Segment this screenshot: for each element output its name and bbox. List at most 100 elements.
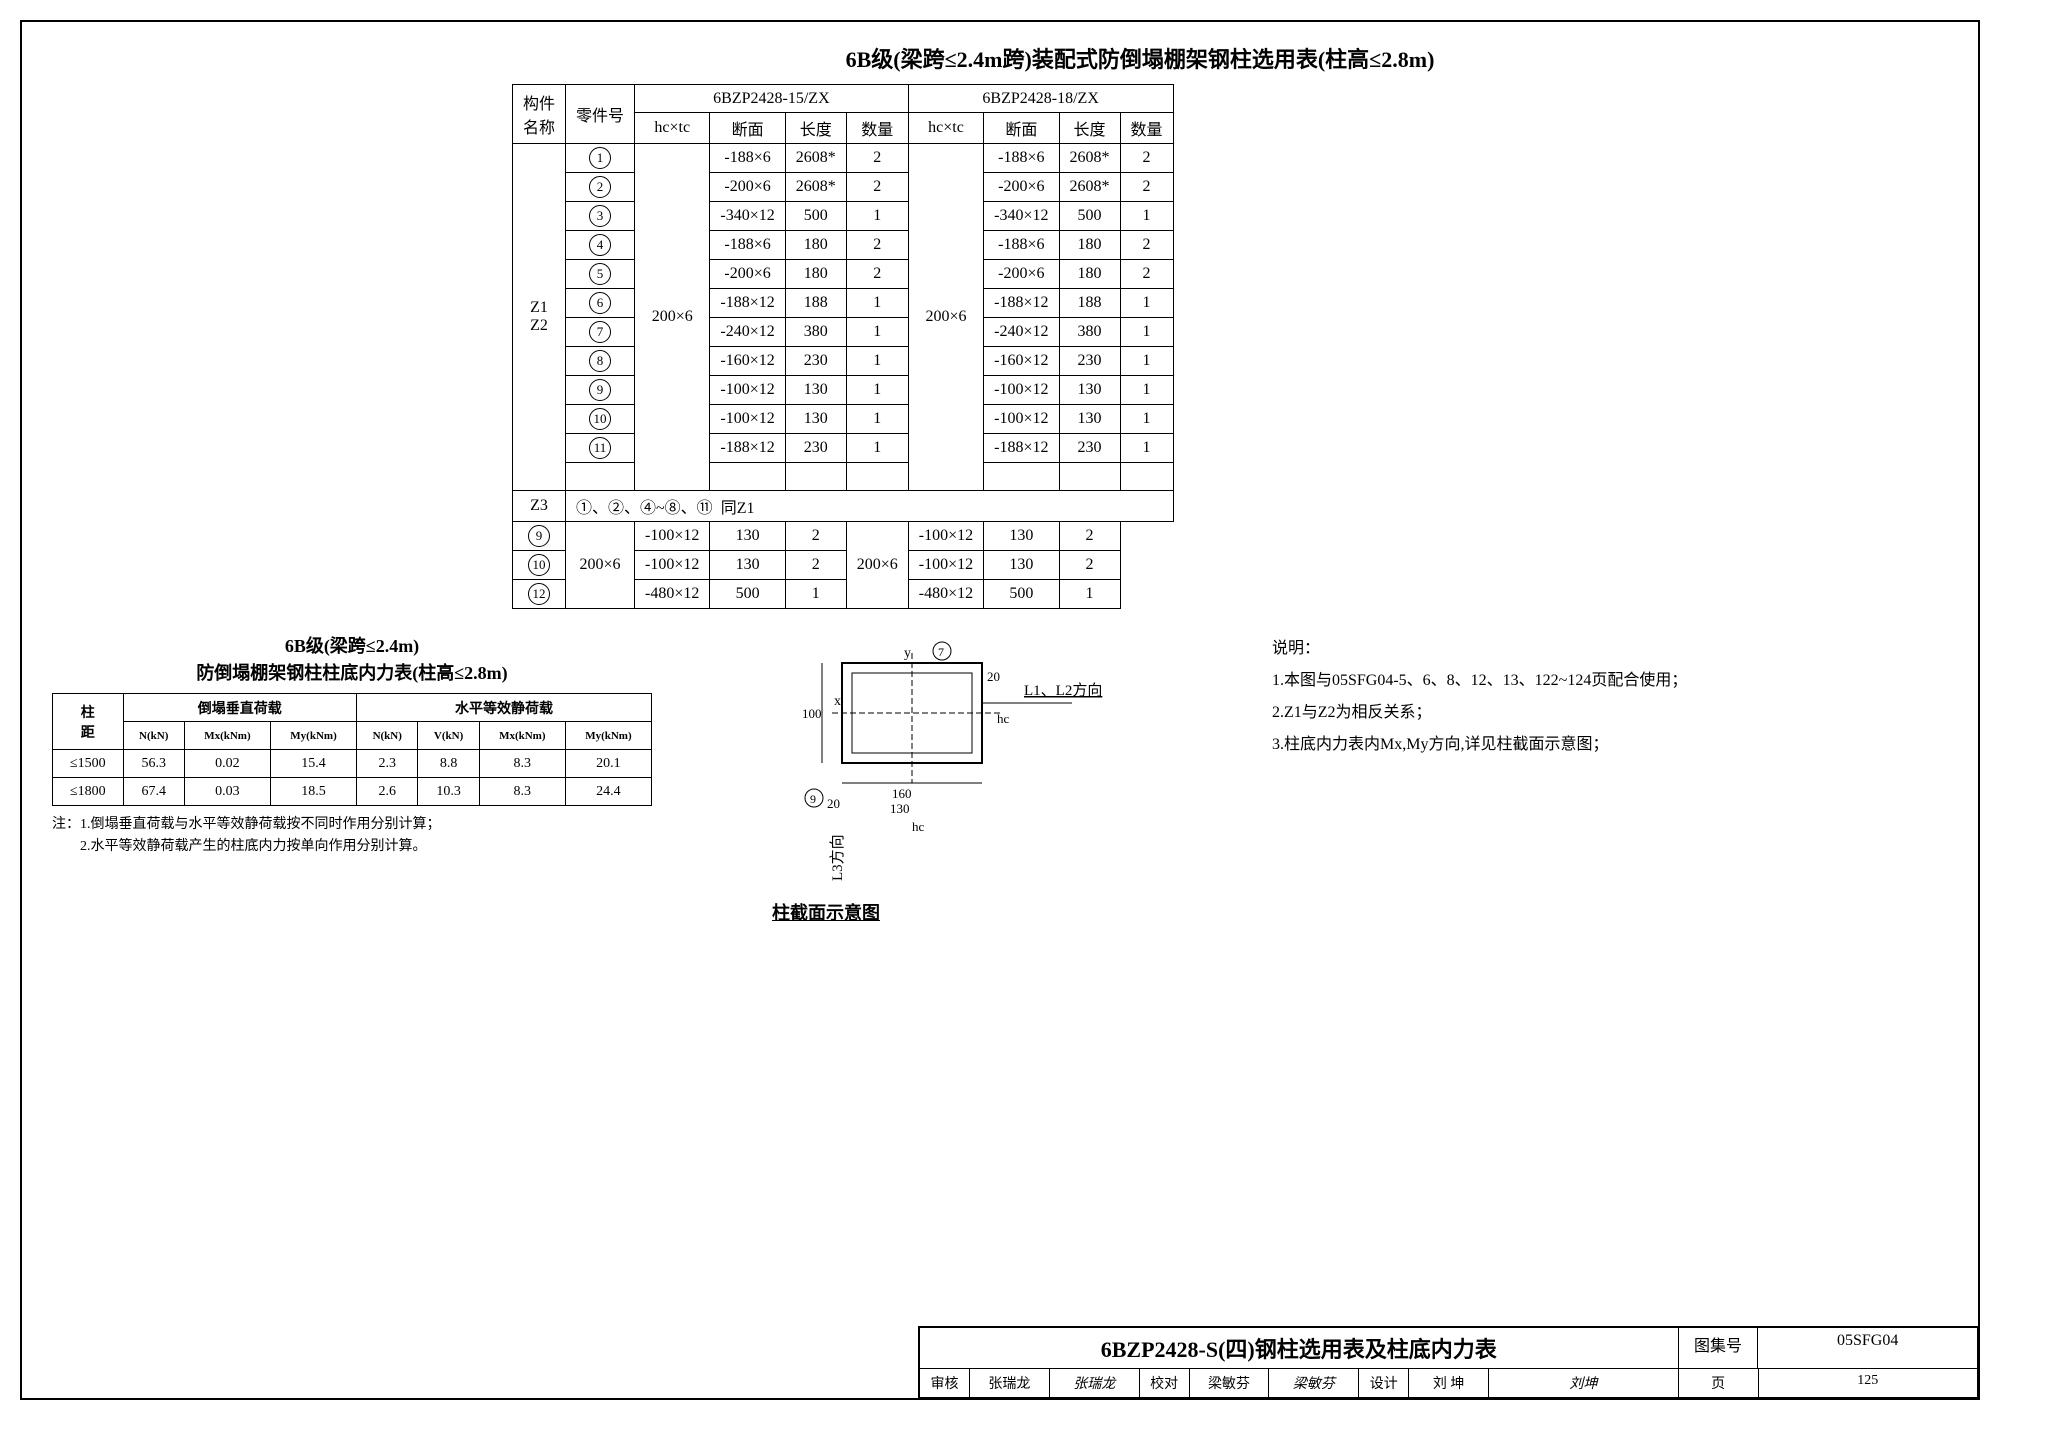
cell: 230: [785, 347, 846, 376]
cell: 2: [785, 522, 846, 551]
cell: -200×6: [710, 173, 785, 202]
cell: 1: [1120, 289, 1173, 318]
titleblock: 6BZP2428-S(四)钢柱选用表及柱底内力表 图集号 05SFG04 审核 …: [918, 1326, 1978, 1398]
cell: 188: [785, 289, 846, 318]
page-no: 125: [1759, 1369, 1979, 1398]
cell: -100×12: [984, 405, 1059, 434]
cell: 130: [710, 551, 785, 580]
table-row: 11-188×122301-188×122301: [513, 434, 1174, 463]
part-no-circle: 6: [589, 292, 611, 314]
hctc-a: 200×6: [635, 144, 710, 491]
cell: 180: [785, 260, 846, 289]
cell: 2: [785, 551, 846, 580]
cell: 130: [785, 376, 846, 405]
circ-9: 9: [810, 792, 816, 806]
lower-section: 6B级(梁跨≤2.4m) 防倒塌棚架钢柱柱底内力表(柱高≤2.8m) 柱 距 倒…: [52, 633, 1948, 925]
force-val: 10.3: [418, 778, 479, 806]
force-notes: 注：1.倒塌垂直荷载与水平等效静荷载按不同时作用分别计算； 2.水平等效静荷载产…: [52, 814, 652, 859]
cell: 1: [846, 202, 908, 231]
album-label: 图集号: [1679, 1328, 1759, 1369]
cell: -200×6: [984, 260, 1059, 289]
cell: -200×6: [984, 173, 1059, 202]
force-val: 8.8: [418, 750, 479, 778]
cell: 2: [846, 231, 908, 260]
dim-20-l: 20: [827, 796, 840, 811]
cell: -188×6: [710, 231, 785, 260]
y-axis-label: y: [904, 646, 911, 661]
cell: 2: [1120, 144, 1173, 173]
force-table-block: 6B级(梁跨≤2.4m) 防倒塌棚架钢柱柱底内力表(柱高≤2.8m) 柱 距 倒…: [52, 633, 652, 859]
cell: 2608*: [1059, 144, 1120, 173]
cell: -188×12: [710, 289, 785, 318]
force-val: 67.4: [123, 778, 184, 806]
cell: 1: [846, 405, 908, 434]
design-sign: 刘坤: [1489, 1369, 1679, 1398]
cell: 380: [785, 318, 846, 347]
force-subhdr-cell: Mx(kNm): [479, 722, 565, 750]
hdr-length-b: 长度: [1059, 113, 1120, 144]
hdr-group-b: 6BZP2428-18/ZX: [908, 85, 1173, 113]
notes-title: 说明：: [1272, 633, 1687, 665]
cell: 230: [785, 434, 846, 463]
cell: 1: [846, 434, 908, 463]
cell: -100×12: [710, 376, 785, 405]
review-label: 审核: [920, 1369, 970, 1398]
cell: -188×6: [984, 231, 1059, 260]
dim-160: 160: [892, 786, 912, 801]
cell: -340×12: [710, 202, 785, 231]
part-no-circle: 1: [589, 147, 611, 169]
force-dist: ≤1800: [53, 778, 124, 806]
design-name: 刘 坤: [1409, 1369, 1489, 1398]
cell: 2: [846, 173, 908, 202]
force-row: ≤150056.30.0215.42.38.88.320.1: [53, 750, 652, 778]
part-no-circle: 2: [589, 176, 611, 198]
part-no-circle: 5: [589, 263, 611, 285]
drawing-title: 6BZP2428-S(四)钢柱选用表及柱底内力表: [920, 1328, 1679, 1369]
cell: 230: [1059, 347, 1120, 376]
hctc-b: 200×6: [908, 144, 983, 491]
force-val: 2.6: [357, 778, 418, 806]
cell: 180: [1059, 231, 1120, 260]
cell: -188×12: [984, 434, 1059, 463]
note-1: 1.本图与05SFG04-5、6、8、12、13、122~124页配合使用；: [1272, 665, 1687, 697]
force-val: 18.5: [270, 778, 356, 806]
drawing-sheet: 6B级(梁跨≤2.4m跨)装配式防倒塌棚架钢柱选用表(柱高≤2.8m) 构件 名…: [20, 20, 1980, 1400]
cell: 130: [785, 405, 846, 434]
hdr-length-a: 长度: [785, 113, 846, 144]
force-title-2: 防倒塌棚架钢柱柱底内力表(柱高≤2.8m): [196, 663, 507, 683]
force-val: 8.3: [479, 750, 565, 778]
cell: 2: [1120, 173, 1173, 202]
part-no-circle: 9: [589, 379, 611, 401]
force-hdr-dist: 柱 距: [53, 694, 124, 750]
hdr-component: 构件 名称: [513, 85, 566, 144]
note-3: 3.柱底内力表内Mx,My方向,详见柱截面示意图；: [1272, 729, 1687, 761]
hdr-qty-a: 数量: [846, 113, 908, 144]
cell: 130: [710, 522, 785, 551]
force-hdr-horiz: 水平等效静荷载: [357, 694, 652, 722]
hdr-hctc-a: hc×tc: [635, 113, 710, 144]
force-val: 20.1: [565, 750, 651, 778]
section-diagram: x y 160 130 100 20 hc hc 20 7 9 L1、L2方向 …: [772, 633, 1192, 925]
table-row: 8-160×122301-160×122301: [513, 347, 1174, 376]
hctc-a-z3: 200×6: [566, 522, 635, 609]
table-row: Z1 Z21200×6-188×62608*2200×6-188×62608*2: [513, 144, 1174, 173]
table-row: 6-188×121881-188×121881: [513, 289, 1174, 318]
cell: 2608*: [1059, 173, 1120, 202]
cell: 380: [1059, 318, 1120, 347]
force-row: ≤180067.40.0318.52.610.38.324.4: [53, 778, 652, 806]
force-note-1: 注：1.倒塌垂直荷载与水平等效静荷载按不同时作用分别计算；: [52, 814, 652, 836]
table-row: 9-100×121301-100×121301: [513, 376, 1174, 405]
note-2: 2.Z1与Z2为相反关系；: [1272, 697, 1687, 729]
L12-label: L1、L2方向: [1024, 682, 1102, 699]
force-val: 15.4: [270, 750, 356, 778]
cell: -100×12: [635, 522, 710, 551]
cell: -160×12: [710, 347, 785, 376]
cell: 2608*: [785, 173, 846, 202]
cell: -200×6: [710, 260, 785, 289]
L3-label: L3方向: [829, 834, 846, 881]
cell: -100×12: [984, 376, 1059, 405]
cell: 2: [846, 144, 908, 173]
force-val: 2.3: [357, 750, 418, 778]
part-no-circle: 12: [528, 583, 550, 605]
diagram-caption: 柱截面示意图: [772, 899, 1192, 925]
